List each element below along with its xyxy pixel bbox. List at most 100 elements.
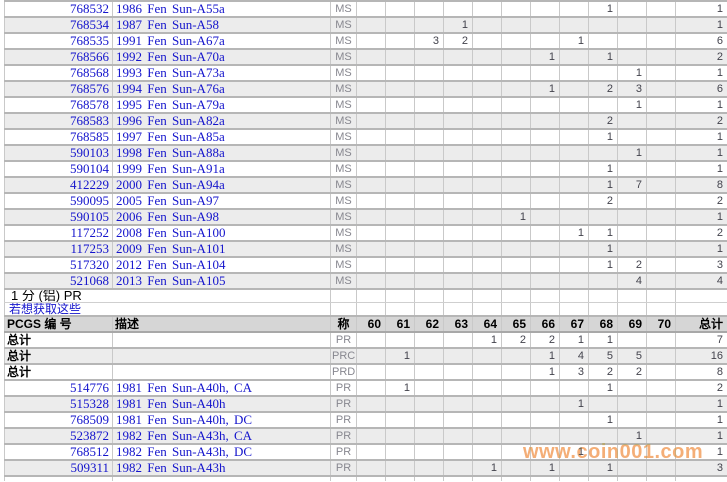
- pcgs-number-link[interactable]: 509311: [4, 460, 113, 477]
- pcgs-number-link[interactable]: 768535: [4, 33, 113, 50]
- grade-62-cell: [414, 177, 444, 194]
- coin-description-link[interactable]: 1997 Fen Sun-A85a: [112, 129, 331, 146]
- pcgs-number-link[interactable]: 768568: [4, 65, 113, 82]
- coin-description-link[interactable]: 2013 Fen Sun-A105: [112, 273, 331, 290]
- grade-66-cell: [530, 129, 560, 146]
- grade-64-cell: [472, 145, 502, 162]
- grade-70-header: 70: [646, 316, 676, 333]
- coin-description-link[interactable]: 1998 Fen Sun-A88a: [112, 145, 331, 162]
- pcgs-number-link[interactable]: 117253: [4, 241, 113, 258]
- grade-66-cell: 1: [530, 364, 560, 381]
- grade-cell: MS: [330, 209, 357, 226]
- pcgs-number-link[interactable]: 521068: [4, 273, 113, 290]
- coin-description-link[interactable]: 1991 Fen Sun-A67a: [112, 33, 331, 50]
- grade-70-cell: [646, 33, 676, 50]
- grade-67-cell: [559, 428, 589, 445]
- coin-description-link[interactable]: 1982 Fen Sun-A43h: [112, 460, 331, 477]
- total-cell: 1: [675, 412, 727, 429]
- pcgs-number-link[interactable]: 768532: [4, 0, 113, 18]
- pcgs-number-link[interactable]: 768534: [4, 17, 113, 34]
- coin-description-link[interactable]: 1982 Fen Sun-A43h, CA: [112, 428, 331, 445]
- pcgs-number-link[interactable]: 523872: [4, 428, 113, 445]
- pcgs-number-link[interactable]: 514776: [4, 380, 113, 397]
- grade-60-cell: [356, 444, 386, 461]
- grade-65-cell: [501, 396, 531, 413]
- total-cell: 1: [675, 444, 727, 461]
- grade-68-cell: 1: [588, 460, 618, 477]
- pcgs-number-link[interactable]: 590095: [4, 193, 113, 210]
- grade-cell: MS: [330, 257, 357, 274]
- coin-description-link[interactable]: 1982 Fen Sun-A43h, DC: [112, 444, 331, 461]
- grade-63-cell: [443, 129, 473, 146]
- grade-60-cell: [356, 302, 386, 317]
- grade-69-cell: [617, 332, 647, 349]
- pcgs-number-link[interactable]: 117252: [4, 225, 113, 242]
- coin-description-link[interactable]: 1987 Fen Sun-A58: [112, 17, 331, 34]
- grade-62-cell: [414, 0, 444, 18]
- coin-description-link[interactable]: 1996 Fen Sun-A82a: [112, 113, 331, 130]
- grade-68-cell: 1: [588, 177, 618, 194]
- pcgs-number-link[interactable]: 590105: [4, 209, 113, 226]
- grade-66-cell: [530, 428, 560, 445]
- pcgs-number-link[interactable]: 590104: [4, 161, 113, 178]
- grade-69-cell: [617, 289, 647, 303]
- total-cell: 1: [675, 209, 727, 226]
- coin-description-link[interactable]: 2006 Fen Sun-A98: [112, 209, 331, 226]
- grade-cell: MS: [330, 113, 357, 130]
- grade-cell: MS: [330, 33, 357, 50]
- coin-description-link[interactable]: 1981 Fen Sun-A40h, DC: [112, 412, 331, 429]
- pcgs-number-link[interactable]: 768566: [4, 49, 113, 66]
- grade-62-cell: [414, 129, 444, 146]
- pcgs-number-link[interactable]: 590103: [4, 145, 113, 162]
- grade-60-cell: [356, 460, 386, 477]
- grade-60-cell: [356, 49, 386, 66]
- total-cell: [675, 302, 727, 317]
- grade-62-cell: [414, 380, 444, 397]
- pcgs-number-link[interactable]: 517320: [4, 257, 113, 274]
- grade-70-cell: [646, 193, 676, 210]
- grade-60-cell: [356, 428, 386, 445]
- grade-67-cell: [559, 380, 589, 397]
- grade-66-cell: [530, 273, 560, 290]
- coin-description-link[interactable]: 1999 Fen Sun-A91a: [112, 161, 331, 178]
- grade-60-cell: [356, 177, 386, 194]
- grade-67-cell: 4: [559, 348, 589, 365]
- pcgs-number-link[interactable]: 768578: [4, 97, 113, 114]
- pcgs-number-link[interactable]: 768583: [4, 113, 113, 130]
- coin-description-link[interactable]: 1986 Fen Sun-A55a: [112, 0, 331, 18]
- pcgs-number-link[interactable]: 412229: [4, 177, 113, 194]
- partial-cell: [646, 476, 676, 481]
- pcgs-number-link[interactable]: 768585: [4, 129, 113, 146]
- ms-table-row: 117252 2008 Fen Sun-A100 MS 1 1 2: [4, 225, 727, 242]
- grade-62-header: 62: [414, 316, 444, 333]
- coin-description-link[interactable]: 1994 Fen Sun-A76a: [112, 81, 331, 98]
- coin-description-link[interactable]: 1981 Fen Sun-A40h, CA: [112, 380, 331, 397]
- pcgs-number-link[interactable]: 768509: [4, 412, 113, 429]
- pcgs-number-link[interactable]: 768576: [4, 81, 113, 98]
- grade-69-cell: 4: [617, 273, 647, 290]
- grade-60-header: 60: [356, 316, 386, 333]
- grade-66-cell: [530, 380, 560, 397]
- coin-description-link[interactable]: 2008 Fen Sun-A100: [112, 225, 331, 242]
- pr-table-row: 523872 1982 Fen Sun-A43h, CA PR 1 1: [4, 428, 727, 445]
- grade-67-cell: [559, 113, 589, 130]
- coin-description-link[interactable]: 1981 Fen Sun-A40h: [112, 396, 331, 413]
- coin-description-link[interactable]: 2009 Fen Sun-A101: [112, 241, 331, 258]
- total-cell: 1: [675, 0, 727, 18]
- grade-64-cell: [472, 428, 502, 445]
- coin-description-link[interactable]: 2000 Fen Sun-A94a: [112, 177, 331, 194]
- grade-61-cell: [385, 444, 415, 461]
- grade-63-cell: [443, 97, 473, 114]
- coin-description-link[interactable]: 1992 Fen Sun-A70a: [112, 49, 331, 66]
- partial-cell: [530, 476, 560, 481]
- grade-62-cell: [414, 113, 444, 130]
- obtain-these-link[interactable]: 若想获取这些: [4, 302, 331, 317]
- coin-description-link[interactable]: 2005 Fen Sun-A97: [112, 193, 331, 210]
- coin-description-link[interactable]: 1995 Fen Sun-A79a: [112, 97, 331, 114]
- coin-description-link[interactable]: 1993 Fen Sun-A73a: [112, 65, 331, 82]
- grade-60-cell: [356, 113, 386, 130]
- pcgs-number-link[interactable]: 768512: [4, 444, 113, 461]
- coin-description-link[interactable]: 2012 Fen Sun-A104: [112, 257, 331, 274]
- pcgs-number-link[interactable]: 515328: [4, 396, 113, 413]
- grade-70-cell: [646, 241, 676, 258]
